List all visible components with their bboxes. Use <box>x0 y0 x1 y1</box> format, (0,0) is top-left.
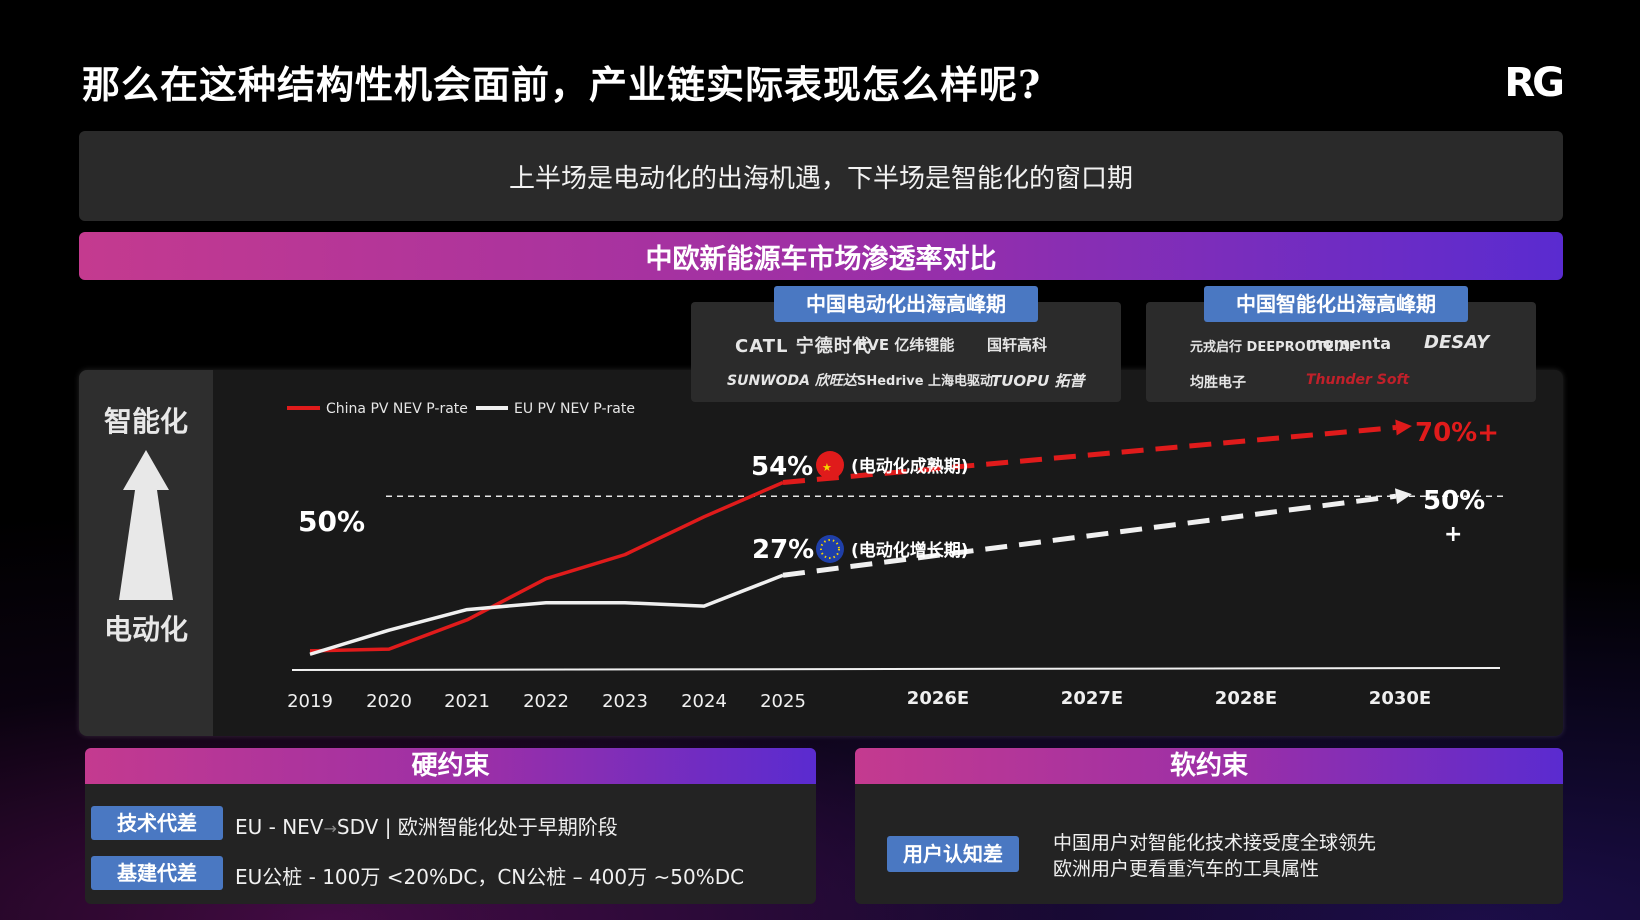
brand-gotion: 国轩高科 <box>987 336 1048 354</box>
china-end-label: 70%+ <box>1415 418 1499 448</box>
china-arrowhead-icon <box>1395 419 1412 436</box>
infra-gap-tag: 基建代差 <box>91 856 223 890</box>
page-title: 那么在这种结构性机会面前，产业链实际表现怎么样呢? <box>82 62 1042 107</box>
eu-flag-stars-icon <box>820 539 840 559</box>
eu-end-label: 50% <box>1423 486 1485 516</box>
tech-gap-text-a: EU - NEV <box>235 815 324 839</box>
hard-constraint-title: 硬约束 <box>85 748 816 784</box>
tech-gap-text: EU - NEV→SDV | 欧洲智能化处于早期阶段 <box>235 811 618 840</box>
legend-label-china: China PV NEV P-rate <box>326 401 468 417</box>
brand-deeproute: 元戎启行 DEEPROUTE.AI <box>1190 340 1354 355</box>
arrow-right-icon: → <box>323 819 337 838</box>
tech-gap-tag: 技术代差 <box>91 806 223 840</box>
section-title-bar: 中欧新能源车市场渗透率对比 <box>79 232 1563 280</box>
eu-annotation: (电动化增长期) <box>851 540 969 561</box>
x-tick-label: 2026E <box>907 688 969 709</box>
china-flag-icon <box>816 451 844 479</box>
china-actual-line <box>309 480 784 653</box>
x-tick-label: 2028E <box>1215 688 1277 709</box>
x-axis: 2019 2020 2021 2022 2023 2024 2025 2026E 2027E 20… <box>287 688 1431 712</box>
x-tick-label: 2027E <box>1061 688 1123 709</box>
soft-constraint-panel: 软约束 用户认知差 中国用户对智能化技术接受度全球领先 欧洲用户更看重汽车的工具… <box>855 748 1563 904</box>
eu-arrowhead-icon <box>1394 488 1412 505</box>
x-tick-label: 2023 <box>602 691 648 712</box>
brand-desay: DESAY <box>1424 332 1490 353</box>
eu-2025-label: 27% <box>752 535 814 565</box>
eu-end-label-suffix: + <box>1444 522 1462 547</box>
china-projection-line <box>782 424 1397 485</box>
x-tick-label: 2022 <box>523 691 569 712</box>
chart-labels: 50% 54% ★ (电动化成熟期) 27% (电动化增长期) 70%+ 50%… <box>298 418 1499 565</box>
reference-line-label: 50% <box>298 505 365 538</box>
x-axis-line <box>291 667 1501 671</box>
era-intelligence-tag: 中国智能化出海高峰期 <box>1204 286 1468 322</box>
legend-label-eu: EU PV NEV P-rate <box>514 401 635 417</box>
era-electrification-tag: 中国电动化出海高峰期 <box>774 286 1038 322</box>
x-tick-label: 2024 <box>681 691 727 712</box>
brand-shedrive: SHedrive 上海电驱动 <box>857 374 994 389</box>
brand-tuopu: TUOPU 拓普 <box>991 372 1085 390</box>
brand-catl: CATL 宁德时代 <box>735 336 872 357</box>
chart-plot <box>291 419 1508 671</box>
subtitle-box: 上半场是电动化的出海机遇，下半场是智能化的窗口期 <box>79 131 1563 221</box>
soft-line-2: 欧洲用户更看重汽车的工具属性 <box>1053 858 1320 880</box>
subtitle-text: 上半场是电动化的出海机遇，下半场是智能化的窗口期 <box>508 163 1133 194</box>
x-tick-label: 2019 <box>287 691 333 712</box>
china-2025-label: 54% <box>751 452 813 482</box>
x-tick-label: 2020 <box>366 691 412 712</box>
brand-sunwoda: SUNWODA 欣旺达 <box>727 373 857 389</box>
tech-gap-text-b: SDV | 欧洲智能化处于早期阶段 <box>336 815 618 839</box>
eu-actual-line <box>309 573 784 656</box>
infra-gap-text: EU公桩 - 100万 <20%DC，CN公桩 – 400万 ~50%DC <box>235 865 745 889</box>
china-annotation: (电动化成熟期) <box>851 456 969 477</box>
section-title: 中欧新能源车市场渗透率对比 <box>645 243 997 275</box>
eu-projection-line <box>782 493 1397 578</box>
up-arrow-icon <box>119 450 173 600</box>
x-tick-label: 2021 <box>444 691 490 712</box>
user-perception-tag: 用户认知差 <box>887 836 1019 872</box>
side-panel: 智能化 电动化 <box>79 370 213 736</box>
brand-joyson: 均胜电子 <box>1190 375 1246 391</box>
hard-constraint-panel: 硬约束 技术代差 EU - NEV→SDV | 欧洲智能化处于早期阶段 基建代差… <box>85 748 816 904</box>
brand-eve: EVE 亿纬锂能 <box>857 336 955 354</box>
brand-momenta: momenta <box>1306 334 1392 353</box>
side-label-intelligence: 智能化 <box>103 405 188 438</box>
side-label-electrification: 电动化 <box>103 613 188 646</box>
soft-line-1: 中国用户对智能化技术接受度全球领先 <box>1053 832 1377 854</box>
eu-flag-icon <box>816 535 844 563</box>
x-tick-label: 2025 <box>760 691 806 712</box>
soft-constraint-title: 软约束 <box>855 748 1563 784</box>
chart-legend: China PV NEV P-rate EU PV NEV P-rate <box>287 401 635 417</box>
china-flag-star-icon: ★ <box>822 461 832 474</box>
rg-logo: RG <box>1504 60 1565 106</box>
brand-thundersoft: Thunder Soft <box>1306 372 1410 388</box>
x-tick-label: 2030E <box>1369 688 1431 709</box>
era-electrification-box: CATL 宁德时代 EVE 亿纬锂能 国轩高科 SUNWODA 欣旺达 SHed… <box>691 302 1121 402</box>
